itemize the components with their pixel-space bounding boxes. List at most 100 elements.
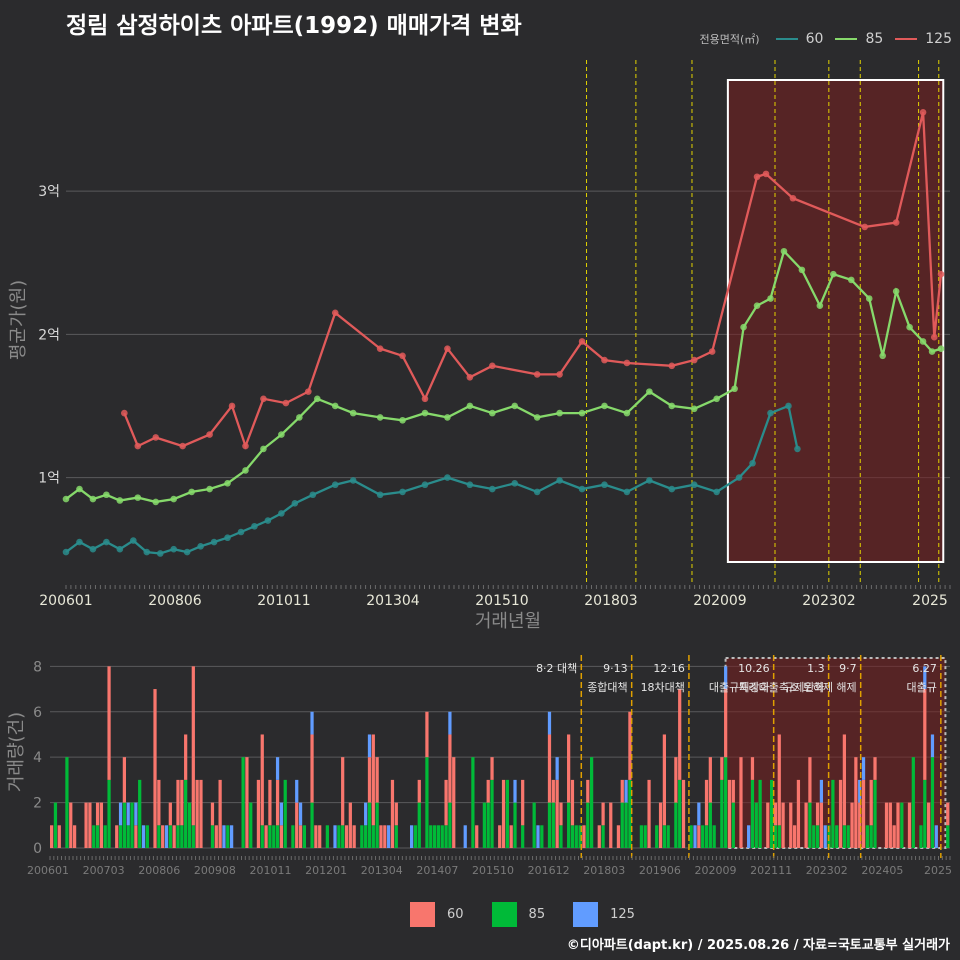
x-axis-label: 거래년월 xyxy=(475,611,541,632)
vol-bar-125-130 xyxy=(547,711,552,735)
vol-bar-125-82 xyxy=(364,802,368,826)
vol-bar-85-150 xyxy=(624,802,628,848)
vol-x-tick-6: 201304 xyxy=(361,864,403,877)
vol-bar-85-207 xyxy=(842,825,846,848)
point-60-32 xyxy=(623,488,631,496)
vol-bar-60-114 xyxy=(486,779,490,803)
vol-x-tick-15: 202405 xyxy=(861,864,903,877)
vol-x-tick-16: 2025 xyxy=(924,864,952,877)
vol-event-label2-2: 18차대책 xyxy=(641,681,685,694)
vol-bar-60-32 xyxy=(172,825,176,848)
point-60-16 xyxy=(278,510,285,517)
vol-bar-60-9 xyxy=(84,802,88,848)
vol-bar-60-144 xyxy=(601,802,605,826)
vol-bar-60-13 xyxy=(99,802,104,848)
point-125-26 xyxy=(762,170,770,178)
volume-legend: 60 85 125 xyxy=(410,902,663,927)
vol-bar-85-173 xyxy=(712,825,716,848)
vol-event-label2-3: 대출규제강화 xyxy=(709,681,770,694)
vol-bar-85-204 xyxy=(831,779,835,848)
vol-x-tick-11: 201906 xyxy=(639,864,681,877)
vol-bar-85-158 xyxy=(655,825,659,848)
vol-bar-125-45 xyxy=(222,825,226,848)
point-85-44 xyxy=(879,352,886,360)
vol-bar-85-96 xyxy=(417,802,421,848)
point-85-47 xyxy=(919,338,927,345)
vol-bar-85-131 xyxy=(551,802,555,848)
vol-bar-60-234 xyxy=(946,802,950,826)
point-60-19 xyxy=(331,481,339,489)
point-125-16 xyxy=(488,362,496,370)
point-85-43 xyxy=(865,295,873,302)
vol-bar-85-214 xyxy=(869,825,873,848)
vol-bar-85-50 xyxy=(241,757,245,848)
vol-bar-60-177 xyxy=(727,779,732,848)
point-60-20 xyxy=(349,477,357,484)
vol-bar-85-90 xyxy=(394,825,398,848)
point-85-8 xyxy=(188,488,195,496)
vol-bar-60-207 xyxy=(842,734,846,826)
point-85-40 xyxy=(816,302,824,309)
vol-bar-60-51 xyxy=(245,757,249,848)
point-60-8 xyxy=(170,545,177,553)
point-85-2 xyxy=(89,495,97,503)
point-85-0 xyxy=(62,495,70,503)
point-60-37 xyxy=(735,474,743,481)
point-60-5 xyxy=(130,537,137,544)
vol-bar-60-70 xyxy=(318,825,322,848)
point-85-27 xyxy=(578,409,586,417)
legend-label-85: 85 xyxy=(865,31,884,47)
vol-bar-60-78 xyxy=(348,802,352,848)
point-125-31 xyxy=(930,333,938,341)
vol-bar-85-98 xyxy=(425,757,429,848)
vol-bar-85-215 xyxy=(873,779,877,848)
vol-bar-85-81 xyxy=(360,825,364,848)
vol-bar-60-171 xyxy=(704,779,709,826)
x-tick-label-1: 200806 xyxy=(148,593,202,609)
point-125-12 xyxy=(399,352,406,360)
vol-bar-85-155 xyxy=(643,825,647,848)
vol-bar-85-115 xyxy=(490,779,494,848)
point-125-28 xyxy=(861,223,869,231)
vol-bar-60-135 xyxy=(567,734,571,803)
vol-bar-60-172 xyxy=(708,757,712,803)
point-85-45 xyxy=(892,288,900,295)
point-85-11 xyxy=(242,467,249,474)
vol-bar-60-165 xyxy=(681,779,686,848)
point-125-30 xyxy=(919,108,927,116)
vol-bar-60-98 xyxy=(425,711,429,758)
point-60-15 xyxy=(264,517,272,524)
vol-bar-125-65 xyxy=(298,802,303,826)
point-85-34 xyxy=(731,385,738,393)
vol-bar-60-37 xyxy=(191,666,195,826)
vol-bar-85-100 xyxy=(432,825,437,848)
x-tick-label-3: 201304 xyxy=(366,593,420,609)
vol-bar-85-11 xyxy=(92,825,96,848)
point-125-11 xyxy=(376,345,384,352)
point-60-31 xyxy=(601,481,608,489)
point-60-30 xyxy=(578,485,586,493)
vol-bar-85-66 xyxy=(302,825,306,848)
legend-label-125: 125 xyxy=(925,31,952,47)
point-125-29 xyxy=(892,219,900,226)
vol-event-label2-4: 규제완화 xyxy=(784,681,824,694)
vol-bar-85-110 xyxy=(471,757,475,848)
vol-bar-85-31 xyxy=(168,825,172,848)
vol-bar-85-130 xyxy=(547,802,552,848)
vol-bar-85-104 xyxy=(448,802,452,848)
y-axis-label: 평균가(원) xyxy=(8,280,29,360)
vol-bar-60-164 xyxy=(678,689,682,780)
vol-bar-60-194 xyxy=(792,825,797,848)
vol-event-label1-0: 8·2 대책 xyxy=(536,662,577,675)
vol-bar-125-132 xyxy=(555,757,559,780)
vol-event-label2-5: 특례대출축소 토허제 해제 xyxy=(738,680,856,694)
vol-bar-85-175 xyxy=(720,779,724,848)
vol-bar-85-183 xyxy=(750,779,755,848)
vol-bar-60-133 xyxy=(559,802,563,826)
point-60-7 xyxy=(156,550,164,557)
x-tick-label-7: 202302 xyxy=(802,593,855,609)
point-60-39 xyxy=(767,409,774,417)
vol-bar-85-222 xyxy=(900,802,904,848)
vol-bar-85-82 xyxy=(364,825,368,848)
legend-item-125: 125 xyxy=(573,902,635,927)
